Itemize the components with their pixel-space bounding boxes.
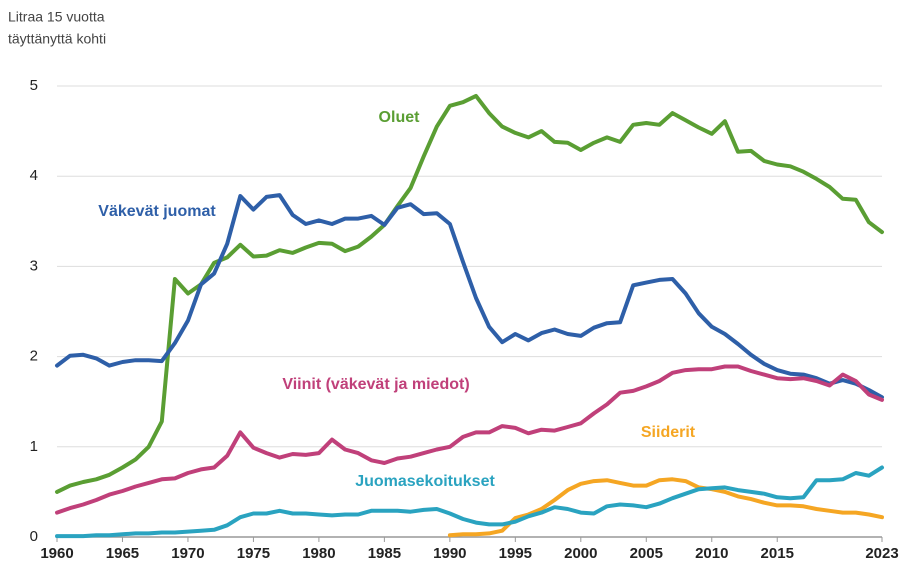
x-tick-label: 1980 xyxy=(302,545,335,562)
x-tick-label: 1970 xyxy=(171,545,204,562)
series-label: Oluet xyxy=(379,109,421,126)
x-tick-label: 2005 xyxy=(630,545,663,562)
series-label: Viinit (väkevät ja miedot) xyxy=(282,376,469,393)
x-tick-label: 2010 xyxy=(695,545,728,562)
series-label: Väkevät juomat xyxy=(98,203,216,220)
x-tick-label: 1985 xyxy=(368,545,401,562)
y-tick-label: 5 xyxy=(30,77,38,94)
x-tick-label: 1965 xyxy=(106,545,139,562)
series-line xyxy=(447,477,884,538)
y-axis-label: täyttänyttä kohti xyxy=(8,31,106,47)
x-tick-label: 2000 xyxy=(564,545,597,562)
y-axis-label: Litraa 15 vuotta xyxy=(8,9,105,25)
series-line xyxy=(55,364,884,515)
y-tick-label: 0 xyxy=(30,528,38,545)
series-line xyxy=(55,193,884,400)
x-tick-label: 1960 xyxy=(40,545,73,562)
x-tick-label: 1975 xyxy=(237,545,270,562)
x-tick-label: 1990 xyxy=(433,545,466,562)
series-label: Siiderit xyxy=(641,424,696,441)
x-tick-label: 2023 xyxy=(865,545,898,562)
series-line xyxy=(55,93,884,494)
y-tick-label: 2 xyxy=(30,348,38,365)
y-tick-label: 1 xyxy=(30,438,38,455)
x-tick-label: 1995 xyxy=(499,545,532,562)
x-tick-label: 2015 xyxy=(761,545,794,562)
series-line xyxy=(55,465,884,539)
y-tick-label: 3 xyxy=(30,257,38,274)
y-tick-label: 4 xyxy=(30,167,38,184)
series-label: Juomasekoitukset xyxy=(355,473,495,490)
